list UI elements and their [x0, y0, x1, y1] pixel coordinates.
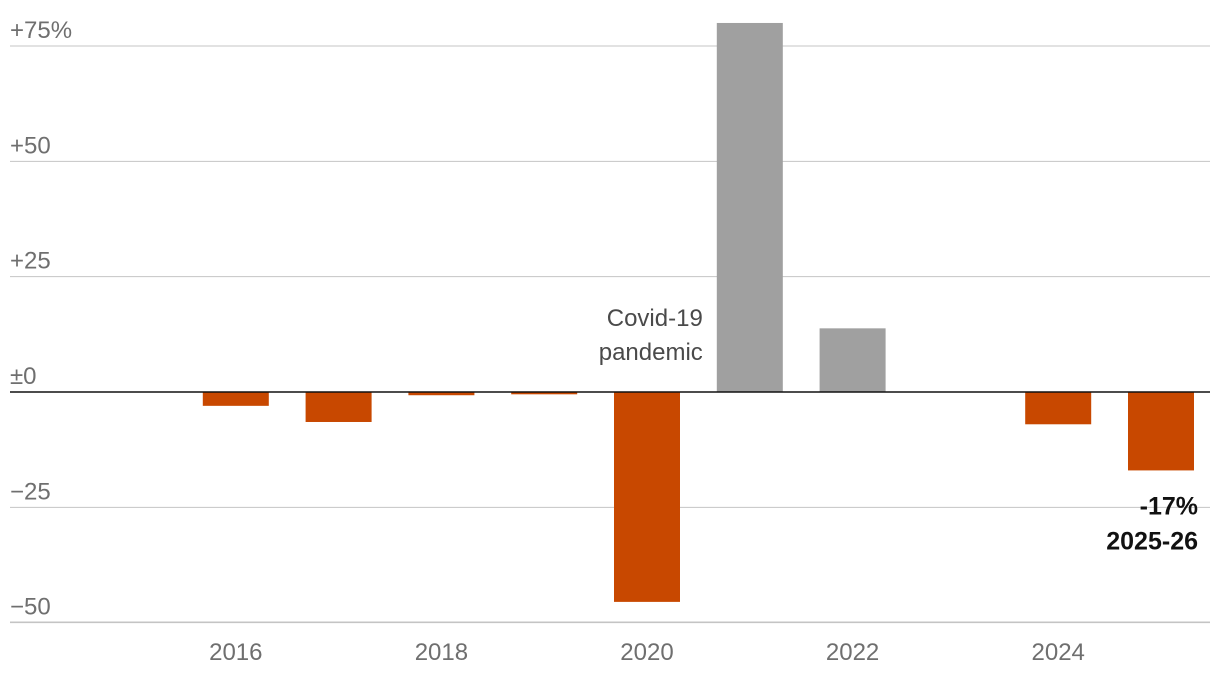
y-tick-label: −50	[10, 594, 51, 621]
bar-2021	[716, 22, 783, 393]
bar-2025	[1128, 392, 1194, 471]
last-period-label: 2025-26	[1106, 527, 1198, 555]
x-tick-label: 2024	[1032, 639, 1085, 666]
bar-2022	[819, 328, 886, 392]
x-tick-label: 2016	[209, 639, 262, 666]
covid-annotation: Covid-19 pandemic	[599, 305, 703, 366]
x-tick-label: 2020	[620, 639, 673, 666]
y-tick-label: +25	[10, 248, 51, 275]
bar-2018	[408, 392, 475, 396]
bar-2017	[305, 392, 372, 422]
covid-annotation-line1: Covid-19	[607, 305, 703, 332]
bar-2019	[511, 392, 578, 395]
y-tick-label: +50	[10, 132, 51, 159]
y-tick-label: −25	[10, 478, 51, 505]
bar-2020	[614, 392, 680, 602]
x-tick-label: 2022	[826, 639, 879, 666]
y-axis-ticks: +75% +50 +25 ±0 −25 −50	[10, 17, 72, 621]
bar-2024	[1025, 392, 1092, 425]
covid-annotation-line2: pandemic	[599, 339, 703, 366]
last-value-label: -17%	[1140, 492, 1198, 520]
y-tick-label: ±0	[10, 363, 37, 390]
bars	[202, 22, 1194, 602]
y-tick-label: +75%	[10, 17, 72, 44]
x-axis-ticks: 2016 2018 2020 2022 2024	[209, 639, 1085, 666]
x-tick-label: 2018	[415, 639, 468, 666]
gridlines	[10, 45, 1210, 624]
bar-2016	[202, 392, 269, 406]
last-value-callout: -17% 2025-26	[1106, 492, 1198, 555]
